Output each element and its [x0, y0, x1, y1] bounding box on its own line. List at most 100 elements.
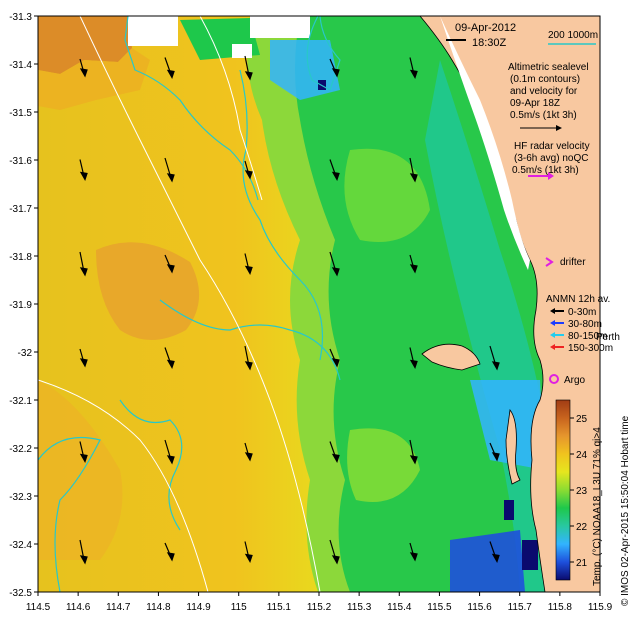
anmn-swatch-head [550, 308, 555, 314]
y-axis: -31.3 -31.4 -31.5 -31.6 -31.7 -31.8 -31.9 -32 -3… [9, 12, 38, 599]
anmn-swatch-head [550, 344, 555, 350]
x-tick-label: 114.7 [106, 602, 131, 613]
blue-patch-south [450, 530, 525, 592]
x-tick-label: 115.5 [427, 602, 452, 613]
drifter-marker [545, 257, 554, 267]
plot-area [38, 16, 600, 592]
x-tick-label: 115.6 [467, 602, 492, 613]
green-bright-eddy [344, 148, 430, 242]
hf-line-2: (3-6h avg) noQC [514, 153, 588, 164]
velocity-arrow-head [244, 170, 253, 180]
altimetric-line-4: 09-Apr 18Z [510, 98, 560, 109]
anmn-label: 0-30m [568, 307, 596, 318]
y-tick-label: -32 [18, 348, 33, 359]
velocity-arrow-head [491, 361, 500, 371]
altimetric-line-5: 0.5m/s (1kt 3h) [510, 110, 577, 121]
coast-shelf-white [440, 16, 530, 270]
velocity-arrow-head [331, 171, 340, 181]
nodata-gap-small [232, 44, 252, 58]
y-tick-label: -31.7 [9, 204, 32, 215]
colorbar-label: Temp. (°C) NOAA18_L3U 71% qi>4 [592, 427, 603, 586]
y-tick-label: -32.4 [9, 540, 32, 551]
colorbar-tick-label: 23 [576, 486, 588, 497]
sst-contours [38, 16, 341, 592]
hf-line-3: 0.5m/s (1kt 3h) [512, 165, 579, 176]
anmn-label: 150-300m [568, 343, 613, 354]
velocity-arrow-head [331, 358, 340, 368]
velocity-arrow-head [166, 69, 175, 79]
navy-pixel-2 [504, 500, 514, 520]
y-tick-label: -31.6 [9, 156, 32, 167]
y-tick-label: -31.9 [9, 300, 32, 311]
x-tick-label: 115.1 [267, 602, 292, 613]
velocity-arrow-head [491, 452, 500, 462]
velocity-arrow-head [166, 552, 175, 562]
velocity-arrow-head [409, 264, 418, 274]
nodata-gap-north-2 [250, 16, 310, 38]
anmn-swatch-head [550, 332, 555, 338]
warm-core-northwest-halo [38, 48, 150, 110]
velocity-arrow-head [244, 361, 253, 371]
rottnest-island [421, 343, 481, 371]
y-tick-label: -31.3 [9, 12, 32, 23]
velocity-arrow-head [331, 453, 340, 463]
y-tick-label: -31.5 [9, 108, 32, 119]
drifter-legend: drifter [545, 257, 586, 268]
y-tick-label: -31.4 [9, 60, 32, 71]
garden-island [505, 409, 521, 485]
velocity-arrow-head [79, 68, 88, 78]
altimetric-line-3: and velocity for [510, 86, 578, 97]
anmn-title: ANMN 12h av. [546, 294, 610, 305]
cyan-patch-south [470, 380, 545, 470]
x-tick-label: 115.4 [387, 602, 412, 613]
velocity-arrow-head [79, 555, 88, 565]
anmn-label: 80-150m [568, 331, 607, 342]
velocity-arrow-head [79, 171, 88, 181]
x-tick-label: 115 [231, 602, 247, 613]
velocity-arrow-head [409, 455, 418, 465]
velocity-arrow-head [244, 265, 253, 275]
hf-arrow-head [548, 172, 554, 180]
altimetric-arrow-head [556, 125, 562, 131]
argo-legend: Argo [549, 374, 586, 386]
altimetric-legend: Altimetric sealevel (0.1m contours) and … [508, 62, 589, 131]
anmn-label: 30-80m [568, 319, 602, 330]
velocity-arrow-head [244, 553, 253, 563]
x-tick-label: 115.8 [548, 602, 573, 613]
velocity-arrow-head [166, 359, 175, 369]
argo-marker [549, 374, 559, 384]
x-tick-label: 114.8 [146, 602, 171, 613]
colorbar-gradient [555, 399, 571, 581]
colorbar-tick-label: 25 [576, 414, 588, 425]
y-tick-label: -32.1 [9, 396, 32, 407]
drifter-label: drifter [560, 257, 586, 268]
velocity-arrow-head [331, 68, 340, 78]
y-tick-label: -32.3 [9, 492, 32, 503]
warm-core-southwest [38, 380, 123, 560]
altimetric-line-2: (0.1m contours) [510, 74, 580, 85]
velocity-arrow-head [244, 452, 253, 462]
velocity-arrow-head [79, 453, 88, 463]
velocity-arrow-head [79, 267, 88, 277]
colorbar-tick-label: 22 [576, 522, 588, 533]
warm-core-northwest [38, 16, 132, 74]
hf-line-1: HF radar velocity [514, 141, 590, 152]
velocity-arrow-head [166, 173, 175, 183]
header-date: 09-Apr-2012 [455, 22, 516, 34]
velocity-arrow-head [409, 552, 418, 562]
velocity-arrow-head [79, 358, 88, 368]
velocity-arrows [79, 55, 500, 565]
x-tick-label: 114.5 [26, 602, 51, 613]
x-tick-label: 115.7 [508, 602, 533, 613]
isobaths [38, 16, 321, 592]
hf-radar-legend: HF radar velocity (3-6h avg) noQC 0.5m/s… [512, 141, 590, 180]
header-time: 18:30Z [472, 37, 507, 49]
velocity-arrow-head [409, 173, 418, 183]
argo-label: Argo [564, 375, 586, 386]
anmn-swatch-head [550, 320, 555, 326]
velocity-arrow-head [166, 455, 175, 465]
x-tick-label: 114.6 [66, 602, 91, 613]
velocity-arrow-head [409, 359, 418, 369]
